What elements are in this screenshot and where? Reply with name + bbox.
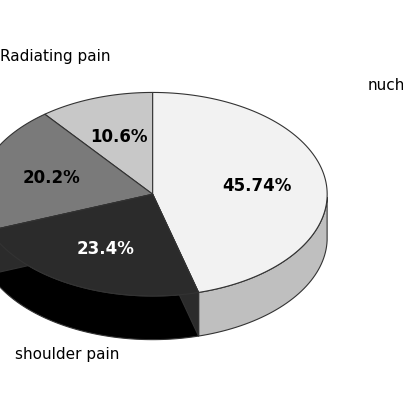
Polygon shape bbox=[153, 194, 199, 336]
Polygon shape bbox=[0, 231, 199, 340]
Polygon shape bbox=[153, 92, 327, 293]
Text: 20.2%: 20.2% bbox=[23, 169, 81, 187]
Polygon shape bbox=[0, 194, 153, 274]
Polygon shape bbox=[45, 92, 153, 194]
Text: 45.74%: 45.74% bbox=[222, 177, 291, 195]
Text: Radiating pain: Radiating pain bbox=[0, 49, 110, 64]
Text: shoulder pain: shoulder pain bbox=[15, 347, 119, 361]
Text: 23.4%: 23.4% bbox=[76, 240, 134, 258]
Polygon shape bbox=[0, 114, 153, 231]
Text: 10.6%: 10.6% bbox=[90, 127, 147, 145]
Polygon shape bbox=[0, 194, 153, 274]
Text: nuch: nuch bbox=[367, 78, 403, 93]
Polygon shape bbox=[199, 197, 327, 336]
Polygon shape bbox=[153, 194, 199, 336]
Polygon shape bbox=[0, 194, 199, 296]
